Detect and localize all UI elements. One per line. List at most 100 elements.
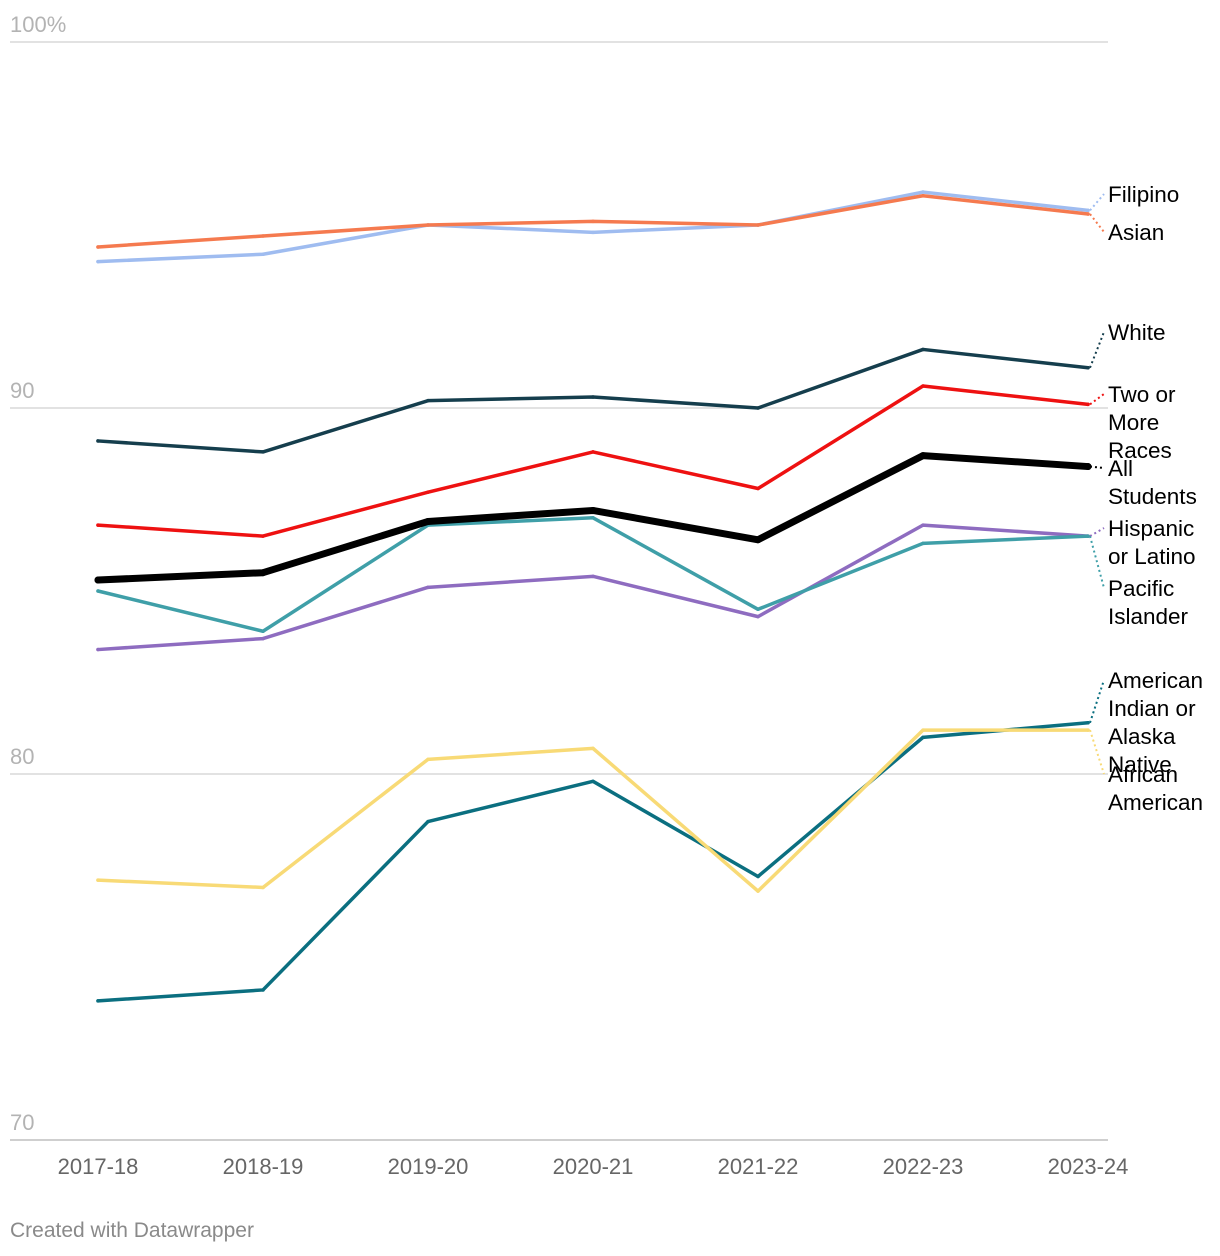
label-leader-all-students [1089, 465, 1105, 469]
data-point-asian-2018-19 [261, 234, 265, 238]
data-point-two-or-more-races-2021-22 [756, 486, 760, 491]
x-tick-label-2021-22: 2021-22 [718, 1154, 799, 1179]
data-point-american-indian-or-alaska-native-2020-21 [591, 779, 595, 784]
data-point-filipino-2018-19 [261, 252, 265, 257]
grid-lines [10, 41, 1108, 1141]
label-leader-african-american [1089, 729, 1105, 775]
data-point-american-indian-or-alaska-native-2021-22 [756, 874, 760, 879]
data-point-all-students-2020-21 [589, 506, 597, 514]
series-label-all-students: All Students [1108, 456, 1197, 509]
data-point-white-2020-21 [591, 395, 595, 399]
data-point-american-indian-or-alaska-native-2022-23 [921, 735, 925, 740]
data-point-african-american-2019-20 [426, 757, 430, 762]
x-tick-label-2018-19: 2018-19 [223, 1154, 304, 1179]
data-point-asian-2022-23 [921, 193, 925, 198]
data-point-pacific-islander-2021-22 [756, 607, 760, 612]
series-label-line: Hispanic [1108, 516, 1194, 541]
x-tick-label-2023-24: 2023-24 [1048, 1154, 1129, 1179]
label-leader-pacific-islander [1089, 535, 1105, 589]
data-point-two-or-more-races-2019-20 [426, 490, 430, 494]
data-point-asian-2019-20 [426, 223, 430, 227]
data-point-hispanic-or-latino-2021-22 [756, 614, 760, 619]
data-point-filipino-2023-24 [1086, 208, 1090, 213]
series-label-filipino: Filipino [1108, 182, 1179, 207]
label-leader-two-or-more-races [1089, 393, 1105, 406]
series-label-american-indian-or-alaska-native: American Indian or Alaska Native [1108, 668, 1203, 777]
label-leader-american-indian-or-alaska-native [1089, 679, 1105, 724]
y-tick-label-70: 70 [10, 1110, 34, 1135]
data-point-hispanic-or-latino-2022-23 [921, 523, 925, 527]
data-point-two-or-more-races-2018-19 [261, 534, 265, 538]
label-leader-hispanic-or-latino [1089, 527, 1105, 537]
y-axis-labels: 100% 90 80 70 [10, 12, 66, 1135]
series-label-line: Native [1108, 752, 1172, 777]
data-point-filipino-2017-18 [96, 259, 100, 264]
series-lines [94, 190, 1092, 1003]
data-point-all-students-2022-23 [919, 452, 927, 460]
data-point-african-american-2020-21 [591, 746, 595, 751]
series-label-pacific-islander: Pacific Islander [1108, 576, 1189, 629]
data-point-american-indian-or-alaska-native-2018-19 [261, 988, 265, 992]
data-point-hispanic-or-latino-2018-19 [261, 636, 265, 641]
series-label-line: American [1108, 790, 1203, 815]
series-label-two-or-more-races: Two or More Races [1108, 382, 1176, 463]
series-label-hispanic-or-latino: Hispanic or Latino [1108, 516, 1196, 569]
data-point-pacific-islander-2020-21 [591, 516, 595, 520]
data-point-white-2019-20 [426, 398, 430, 403]
series-label-line: Islander [1108, 604, 1189, 629]
data-point-filipino-2020-21 [591, 230, 595, 235]
data-point-all-students-2017-18 [94, 576, 102, 584]
data-point-african-american-2023-24 [1086, 728, 1090, 732]
y-tick-label-80: 80 [10, 744, 34, 769]
series-line-american-indian-or-alaska-native [96, 721, 1090, 1003]
x-tick-label-2022-23: 2022-23 [883, 1154, 964, 1179]
x-axis-labels: 2017-18 2018-19 2019-20 2020-21 2021-22 2022-… [58, 1154, 1129, 1179]
series-label-line: Alaska [1108, 724, 1176, 749]
series-label-line: Two or [1108, 382, 1176, 407]
series-label-line: More [1108, 410, 1159, 435]
series-line-african-american [96, 728, 1090, 893]
data-point-american-indian-or-alaska-native-2019-20 [426, 819, 430, 824]
data-point-pacific-islander-2017-18 [96, 589, 100, 593]
data-point-asian-2021-22 [756, 223, 760, 227]
series-label-line: Pacific [1108, 576, 1174, 601]
series-label-line: Indian or [1108, 696, 1196, 721]
series-label-line: Students [1108, 484, 1197, 509]
data-point-hispanic-or-latino-2019-20 [426, 585, 430, 590]
data-point-white-2023-24 [1086, 365, 1090, 370]
y-tick-label-100: 100% [10, 12, 66, 37]
data-point-american-indian-or-alaska-native-2017-18 [96, 999, 100, 1003]
series-label-asian: Asian [1108, 220, 1164, 245]
series-label-line: Asian [1108, 220, 1164, 245]
data-point-two-or-more-races-2017-18 [96, 523, 100, 527]
data-point-asian-2023-24 [1086, 212, 1090, 216]
series-line-white [96, 347, 1090, 454]
data-point-african-american-2022-23 [921, 728, 925, 732]
data-point-two-or-more-races-2020-21 [591, 450, 595, 454]
data-point-white-2017-18 [96, 439, 100, 443]
label-leader-filipino [1089, 193, 1105, 212]
data-point-pacific-islander-2022-23 [921, 541, 925, 546]
x-tick-label-2017-18: 2017-18 [58, 1154, 139, 1179]
series-label-line: or Latino [1108, 544, 1196, 569]
series-label-line: All [1108, 456, 1133, 481]
data-point-white-2022-23 [921, 347, 925, 352]
data-point-white-2021-22 [756, 406, 760, 410]
data-point-pacific-islander-2023-24 [1086, 534, 1090, 538]
data-point-two-or-more-races-2022-23 [921, 384, 925, 388]
x-tick-label-2020-21: 2020-21 [553, 1154, 634, 1179]
data-point-hispanic-or-latino-2017-18 [96, 647, 100, 652]
series-label-line: Races [1108, 438, 1172, 463]
data-point-all-students-2018-19 [259, 569, 267, 577]
data-point-african-american-2018-19 [261, 885, 265, 890]
series-label-line: White [1108, 320, 1166, 345]
data-point-filipino-2022-23 [921, 190, 925, 194]
data-point-african-american-2017-18 [96, 878, 100, 882]
series-line-filipino [96, 190, 1090, 264]
series-labels: Filipino Asian White Two or More Races Hispani… [1089, 182, 1203, 815]
data-point-african-american-2021-22 [756, 889, 760, 893]
data-point-all-students-2023-24 [1084, 463, 1092, 471]
data-point-two-or-more-races-2023-24 [1086, 402, 1090, 407]
credit-text: Created with Datawrapper [10, 1219, 254, 1242]
x-tick-label-2019-20: 2019-20 [388, 1154, 469, 1179]
